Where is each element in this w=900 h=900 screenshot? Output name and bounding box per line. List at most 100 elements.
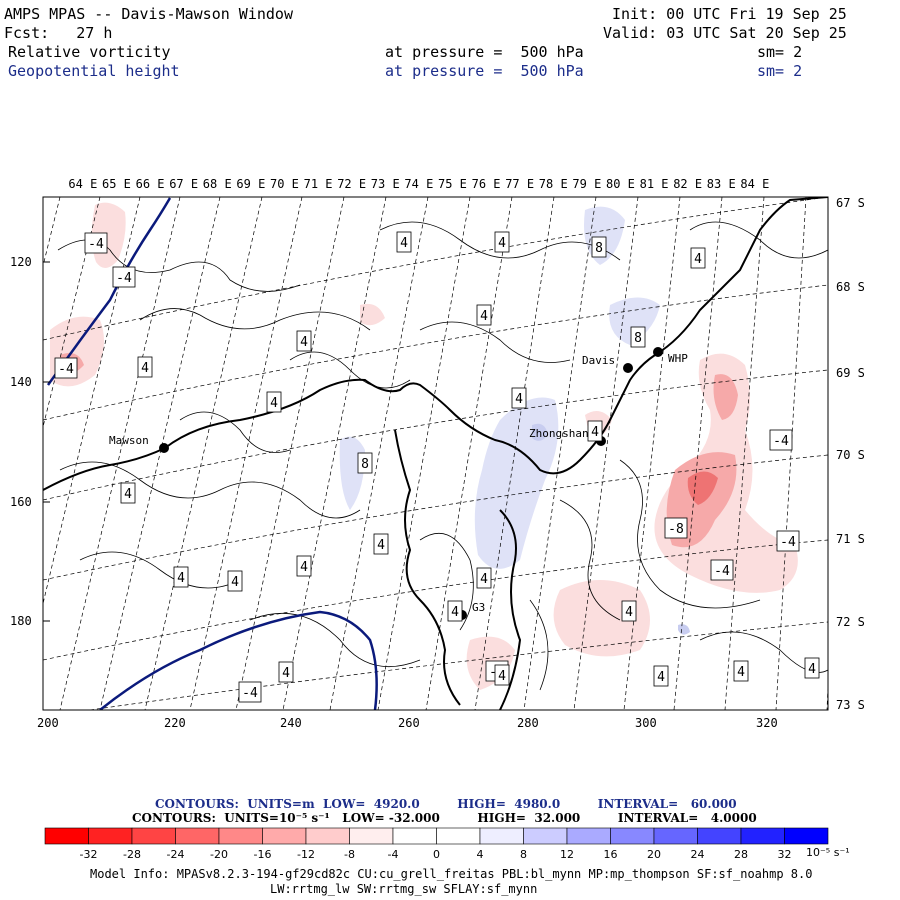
colorbar-tick-label: -16 [254,848,272,861]
contour-label: 4 [270,396,278,411]
contour-label-box [494,664,510,686]
lon-label: 74 E [404,177,433,191]
contour-label: 4 [737,665,745,680]
lon-label: 73 E [371,177,400,191]
contour-label-box [112,266,136,288]
contour-label: -4 [780,535,796,550]
contour-label: 4 [177,571,185,586]
axes: 64 E 65 E 66 E 67 E 68 E 69 E 70 E 71 E 72 E 73 E… [10,177,865,730]
colorbar-swatch [392,827,437,845]
contour-label: 4 [400,236,408,251]
lon-label: 80 E [606,177,635,191]
colorbar-tick-label: 24 [691,848,705,861]
model-info-line1: Model Info: MPASv8.2.3-194-gf29cd82c CU:… [90,867,813,881]
x-tick-label: 240 [280,716,302,730]
x-tick-label: 200 [37,716,59,730]
contour-label: -4 [116,271,132,286]
contour-label: 8 [634,331,642,346]
x-tick-label: 280 [517,716,539,730]
contour-label-box [733,660,749,682]
colorbar-swatch [305,827,350,845]
lon-label: 65 E [102,177,131,191]
contour-label-box [266,391,282,413]
contour-label-box [396,231,412,253]
colorbar-swatch [349,827,394,845]
lon-label: 69 E [236,177,265,191]
y-tick-label: 140 [10,375,32,389]
lon-label: 77 E [505,177,534,191]
contour-label-box [476,567,492,589]
contour-label-box [630,326,646,348]
lon-label: 67 E [169,177,198,191]
colorbar-swatch [262,827,307,845]
colorbar-tick-label: 0 [433,848,440,861]
colorbar-tick-label: 20 [647,848,661,861]
lon-label: 70 E [270,177,299,191]
field1-name: Relative vorticity [8,43,171,61]
lat-label: 73 S [836,698,865,712]
contour-label: 4 [625,605,633,620]
contour-label: 4 [300,335,308,350]
contour-label-box [296,555,312,577]
lon-label: 78 E [539,177,568,191]
colorbar-swatch [479,827,524,845]
colorbar-tick-label: -4 [388,848,399,861]
y-tick-label: 180 [10,614,32,628]
negative-vorticity-shading [339,206,690,635]
contour-label-box [120,482,136,504]
station-marker [623,363,633,373]
contour-label: 4 [141,361,149,376]
forecast-hour: Fcst: 27 h [4,24,113,42]
contour-label-box [690,247,706,269]
lon-label: 83 E [707,177,736,191]
colorbar-tick-label: -20 [210,848,228,861]
contour-label: 8 [361,457,369,472]
colorbar-tick-label: 12 [560,848,574,861]
station-label: Zhongshan [529,427,589,440]
colorbar-swatch [566,827,611,845]
y-tick-label: 120 [10,255,32,269]
colorbar-tick-label: 4 [477,848,484,861]
contour-label-box [587,420,603,442]
contour-labels: -4-4448448-44448444-44-8-4444-4444-44-44… [54,231,820,703]
contour-label: 4 [282,666,290,681]
contour-label: -8 [668,522,684,537]
contour-label: 4 [480,572,488,587]
contour-label-box [591,236,607,258]
map-title: AMPS MPAS -- Davis-Mawson Window [4,5,293,23]
contour-label: -4 [773,434,789,449]
contour-label-box [511,387,527,409]
stations: Mawson Davis WHP Zhongshan G3 [109,347,688,620]
lat-label: 70 S [836,448,865,462]
colorbar-swatch [610,827,655,845]
contour-label: -4 [714,564,730,579]
lon-label: 82 E [673,177,702,191]
lon-label: 72 E [337,177,366,191]
lon-label: 81 E [640,177,669,191]
station-label: G3 [472,601,485,614]
contour-label-box [84,232,108,254]
contour-label-box [769,429,793,451]
x-tick-label: 220 [164,716,186,730]
contour-label-box [227,570,243,592]
vorticity-contour-info: CONTOURS: UNITS=10⁻⁵ s⁻¹ LOW= -32.000 HI… [132,811,757,825]
contour-label-box [173,566,189,588]
colorbar-tick-label: 8 [520,848,527,861]
y-tick-label: 160 [10,495,32,509]
colorbar-swatch [175,827,220,845]
lon-label: 84 E [740,177,769,191]
contour-label: 4 [498,669,506,684]
lat-label: 68 S [836,280,865,294]
lat-label: 72 S [836,615,865,629]
contour-label-box [653,665,669,687]
colorbar: -32 -28 -24 -20 -16 -12 -8 -4 0 4 8 12 16 20 24 28 32 10⁻… [44,827,850,861]
station-marker [653,347,663,357]
colorbar-tick-label: -24 [167,848,185,861]
contour-label-box [447,600,463,622]
lon-label: 75 E [438,177,467,191]
contour-label-box [137,356,153,378]
model-info-line2: LW:rrtmg_lw SW:rrtmg_sw SFLAY:sf_mynn [270,882,538,896]
contour-label: 4 [808,662,816,677]
x-tick-label: 260 [398,716,420,730]
